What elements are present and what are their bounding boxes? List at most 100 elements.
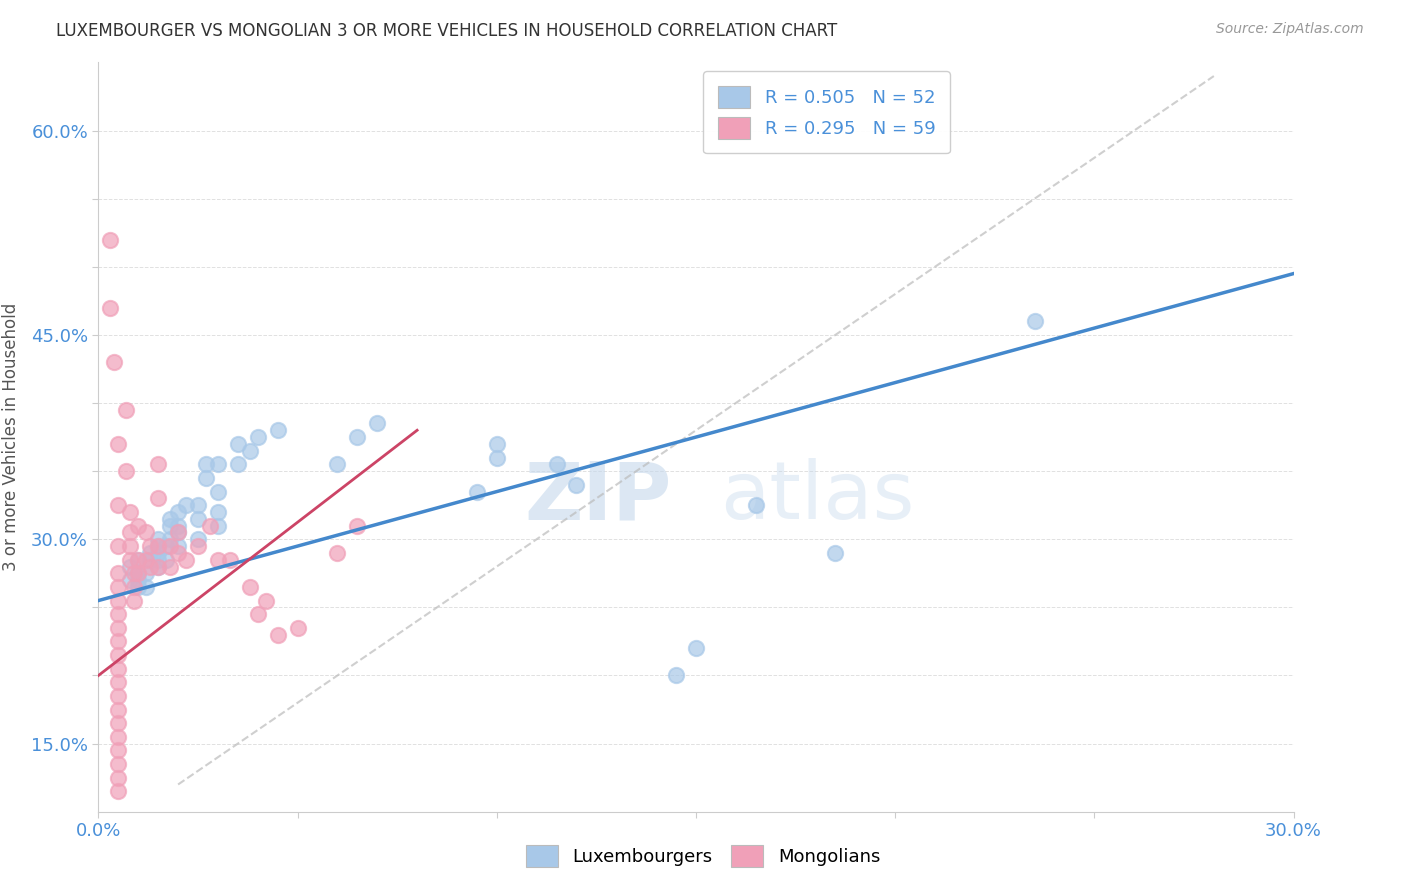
Point — [207, 505, 229, 519]
Point — [246, 430, 269, 444]
Point — [115, 464, 138, 478]
Point — [174, 498, 197, 512]
Point — [187, 498, 209, 512]
Point — [120, 505, 142, 519]
Point — [127, 518, 149, 533]
Point — [174, 552, 197, 566]
Point — [127, 566, 149, 581]
Point — [254, 593, 277, 607]
Point — [127, 573, 149, 587]
Point — [485, 437, 508, 451]
Point — [107, 771, 129, 785]
Point — [148, 559, 170, 574]
Point — [124, 566, 146, 581]
Point — [195, 458, 218, 472]
Point — [346, 430, 368, 444]
Point — [107, 566, 129, 581]
Point — [120, 552, 142, 566]
Point — [115, 402, 138, 417]
Point — [139, 546, 162, 560]
Point — [103, 355, 125, 369]
Point — [159, 533, 181, 547]
Point — [159, 559, 181, 574]
Text: atlas: atlas — [720, 458, 914, 536]
Point — [665, 668, 688, 682]
Point — [127, 566, 149, 581]
Point — [824, 546, 846, 560]
Point — [107, 648, 129, 662]
Point — [485, 450, 508, 465]
Point — [120, 559, 142, 574]
Point — [107, 607, 129, 622]
Point — [120, 573, 142, 587]
Text: LUXEMBOURGER VS MONGOLIAN 3 OR MORE VEHICLES IN HOUSEHOLD CORRELATION CHART: LUXEMBOURGER VS MONGOLIAN 3 OR MORE VEHI… — [56, 22, 838, 40]
Point — [226, 437, 249, 451]
Point — [107, 580, 129, 594]
Point — [107, 689, 129, 703]
Point — [139, 559, 162, 574]
Point — [239, 580, 262, 594]
Point — [107, 675, 129, 690]
Point — [148, 458, 170, 472]
Point — [148, 539, 170, 553]
Y-axis label: 3 or more Vehicles in Household: 3 or more Vehicles in Household — [1, 303, 20, 571]
Point — [107, 784, 129, 798]
Point — [107, 716, 129, 731]
Point — [198, 518, 221, 533]
Point — [120, 525, 142, 540]
Point — [155, 539, 177, 553]
Point — [207, 458, 229, 472]
Point — [127, 552, 149, 566]
Point — [127, 580, 149, 594]
Point — [107, 621, 129, 635]
Point — [159, 539, 181, 553]
Point — [135, 525, 157, 540]
Point — [207, 518, 229, 533]
Point — [127, 552, 149, 566]
Point — [167, 525, 190, 540]
Point — [159, 512, 181, 526]
Point — [148, 546, 170, 560]
Point — [107, 730, 129, 744]
Point — [107, 757, 129, 772]
Point — [226, 458, 249, 472]
Point — [124, 580, 146, 594]
Legend: R = 0.505   N = 52, R = 0.295   N = 59: R = 0.505 N = 52, R = 0.295 N = 59 — [703, 71, 950, 153]
Point — [195, 471, 218, 485]
Text: Source: ZipAtlas.com: Source: ZipAtlas.com — [1216, 22, 1364, 37]
Point — [107, 437, 129, 451]
Point — [135, 580, 157, 594]
Point — [98, 301, 122, 315]
Point — [1024, 314, 1046, 328]
Point — [239, 443, 262, 458]
Point — [159, 518, 181, 533]
Point — [148, 491, 170, 506]
Point — [219, 552, 242, 566]
Point — [187, 533, 209, 547]
Point — [155, 552, 177, 566]
Point — [107, 634, 129, 648]
Point — [267, 423, 290, 437]
Point — [120, 539, 142, 553]
Point — [167, 546, 190, 560]
Point — [267, 627, 290, 641]
Point — [135, 552, 157, 566]
Point — [107, 593, 129, 607]
Point — [546, 458, 568, 472]
Point — [107, 662, 129, 676]
Point — [107, 743, 129, 757]
Point — [167, 539, 190, 553]
Point — [745, 498, 768, 512]
Point — [148, 533, 170, 547]
Point — [167, 505, 190, 519]
Point — [107, 702, 129, 716]
Point — [148, 552, 170, 566]
Point — [139, 539, 162, 553]
Point — [107, 539, 129, 553]
Point — [207, 484, 229, 499]
Point — [139, 552, 162, 566]
Point — [326, 458, 349, 472]
Point — [565, 477, 588, 491]
Point — [148, 539, 170, 553]
Point — [465, 484, 488, 499]
